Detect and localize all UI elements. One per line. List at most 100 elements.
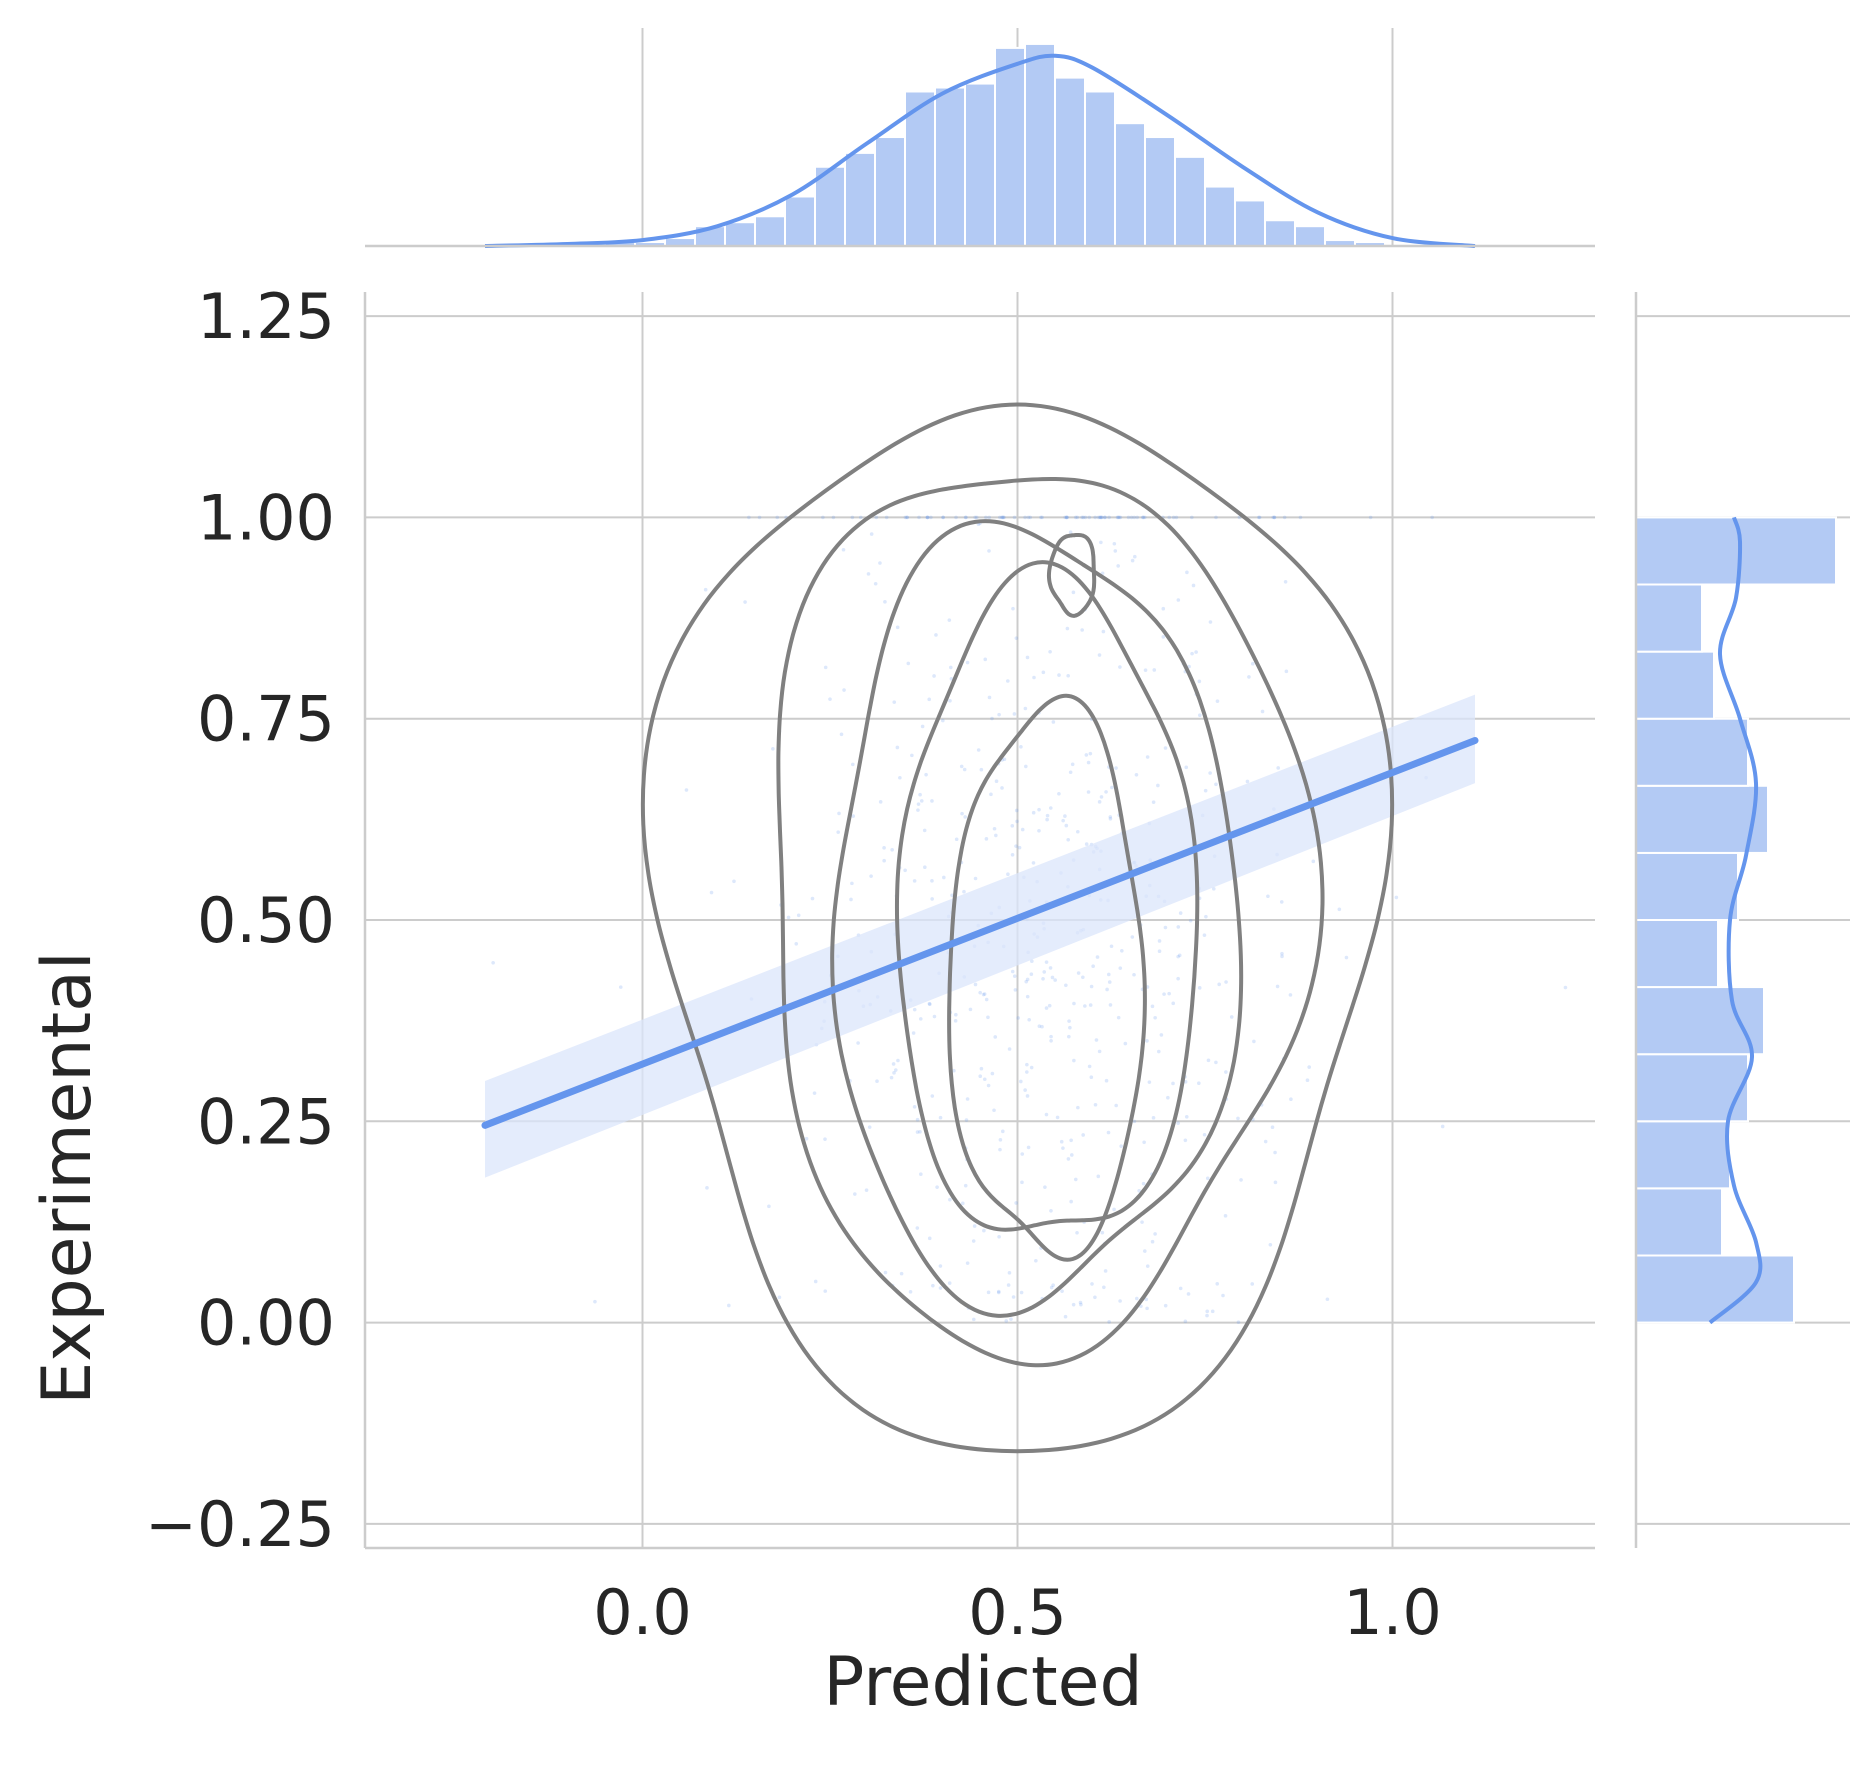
scatter-point [1006, 1283, 1011, 1287]
top-hist-bar-12 [964, 82, 996, 247]
top-hist-bar-6 [784, 195, 816, 248]
x-tick-label: 0.0 [593, 1576, 692, 1649]
scatter-point [989, 792, 993, 797]
scatter-point [1081, 975, 1085, 980]
scatter-point [1084, 842, 1089, 846]
scatter-point [1132, 1119, 1137, 1124]
scatter-point [747, 515, 751, 520]
scatter-point [1134, 1296, 1139, 1301]
scatter-point [918, 1130, 922, 1134]
scatter-point [1217, 982, 1221, 987]
scatter-point [1061, 818, 1065, 823]
y-tick-label: 0.50 [197, 884, 335, 957]
scatter-point [968, 1007, 973, 1012]
scatter-point [1224, 980, 1228, 984]
scatter-point [1070, 1153, 1074, 1157]
scatter-point [1025, 1062, 1029, 1067]
scatter-point [935, 1185, 939, 1189]
scatter-point [965, 1097, 970, 1101]
scatter-point [1057, 791, 1061, 796]
scatter-point [1049, 1034, 1053, 1039]
scatter-point [884, 515, 889, 520]
scatter-point [1163, 925, 1168, 930]
scatter-point [1236, 1116, 1240, 1121]
scatter-point [1064, 823, 1069, 828]
scatter-point [912, 879, 917, 883]
scatter-point [1072, 1001, 1076, 1006]
scatter-point [915, 1130, 920, 1134]
y-tick-label: 0.25 [197, 1085, 335, 1158]
scatter-point [1020, 1180, 1024, 1185]
scatter-point [1107, 1320, 1111, 1324]
scatter-point [1084, 753, 1089, 757]
scatter-point [963, 1183, 968, 1188]
scatter-point [927, 1001, 932, 1006]
scatter-point [979, 767, 984, 772]
scatter-point [1273, 1180, 1278, 1185]
scatter-point [1106, 972, 1111, 977]
scatter-point [1096, 515, 1101, 520]
scatter-point [917, 515, 921, 520]
scatter-point [1023, 515, 1027, 520]
scatter-point [1073, 515, 1078, 520]
scatter-point [941, 515, 945, 520]
scatter-point [775, 515, 780, 520]
scatter-point [1065, 626, 1070, 631]
scatter-point [981, 992, 986, 997]
scatter-point [837, 811, 841, 816]
scatter-point [1145, 755, 1150, 759]
scatter-point [1204, 914, 1208, 919]
scatter-point [984, 837, 989, 841]
right-hist-bar-8 [1635, 717, 1749, 787]
scatter-point [998, 1147, 1002, 1152]
scatter-point [898, 775, 902, 780]
scatter-point [1159, 1033, 1164, 1037]
scatter-point [1270, 1125, 1275, 1129]
scatter-point [1023, 706, 1028, 711]
scatter-point [912, 1007, 917, 1012]
scatter-point [1325, 1297, 1330, 1302]
scatter-point [1117, 515, 1121, 520]
scatter-point [1086, 760, 1091, 765]
scatter-point [934, 633, 938, 637]
scatter-point [1151, 1116, 1156, 1120]
scatter-point [929, 515, 933, 520]
kde-contour-5 [1046, 533, 1097, 618]
scatter-point [1132, 515, 1136, 520]
scatter-point [1210, 1309, 1215, 1314]
scatter-point [1015, 819, 1019, 824]
kde-contour-3 [894, 560, 1200, 1232]
scatter-point [1108, 1003, 1113, 1007]
scatter-point [919, 1172, 923, 1176]
scatter-point [1060, 1289, 1064, 1293]
scatter-point [810, 896, 815, 901]
scatter-point [978, 1074, 983, 1079]
scatter-point [1068, 1025, 1072, 1030]
scatter-point [1150, 1239, 1155, 1244]
scatter-point [1066, 1157, 1071, 1161]
scatter-point [964, 1118, 969, 1122]
scatter-point [1280, 951, 1284, 956]
scatter-point [1162, 992, 1166, 996]
scatter-point [1108, 816, 1113, 821]
scatter-point [994, 779, 999, 784]
scatter-point [963, 815, 967, 819]
kde-contours [640, 402, 1395, 1454]
scatter-point [1104, 790, 1108, 794]
scatter-point [1053, 978, 1057, 982]
scatter-point [1064, 983, 1068, 988]
scatter-point [1176, 954, 1180, 959]
scatter-point [1050, 975, 1055, 980]
scatter-point [1064, 515, 1069, 520]
scatter-point [1097, 800, 1102, 804]
scatter-point [1178, 911, 1183, 915]
right-hist-bar-0 [1635, 1254, 1795, 1324]
scatter-point [878, 561, 882, 565]
scatter-point [992, 826, 997, 831]
scatter-point [927, 1236, 932, 1241]
scatter-point [974, 515, 979, 520]
scatter-point [990, 716, 994, 721]
scatter-point [1337, 907, 1342, 912]
scatter-point [1190, 515, 1194, 520]
scatter-point [1100, 1230, 1105, 1235]
